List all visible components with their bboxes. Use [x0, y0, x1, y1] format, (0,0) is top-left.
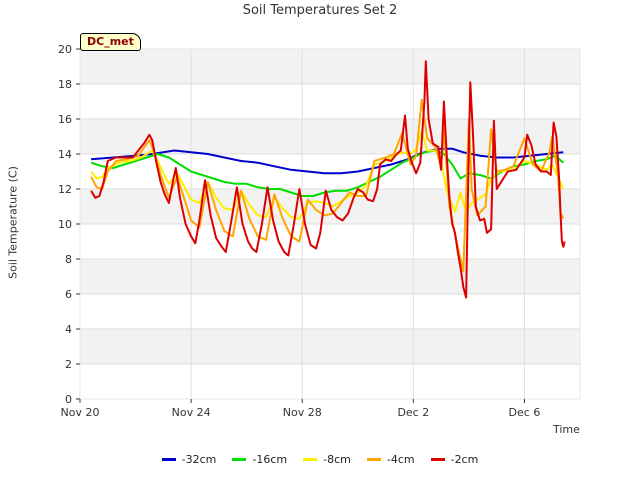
legend-label: -2cm	[450, 453, 479, 466]
grid-bands	[80, 48, 580, 400]
grid-band	[80, 49, 580, 84]
series-line-32cmcm	[91, 147, 564, 175]
legend-label: -8cm	[323, 453, 351, 466]
y-tick-label: 0	[65, 393, 72, 406]
legend-swatch	[161, 458, 176, 461]
series-line-8cmcm	[90, 130, 565, 220]
legend-swatch	[366, 458, 381, 461]
legend-swatch	[430, 458, 445, 461]
y-tick-label: 20	[58, 43, 72, 56]
legend-item: -16cm	[232, 453, 287, 466]
legend-label: -16cm	[252, 453, 288, 466]
legend-swatch	[232, 458, 247, 461]
legend-item: -2cm	[430, 453, 479, 466]
y-tick-label: 10	[58, 218, 72, 231]
x-axis-label: Time	[553, 423, 580, 436]
y-tick-label: 6	[65, 288, 72, 301]
chart-title: Soil Temperatures Set 2	[242, 3, 398, 18]
y-tick-label: 4	[65, 323, 72, 336]
grid-band	[80, 329, 580, 364]
legend-item: -4cm	[366, 453, 415, 466]
x-tick-label: Dec 2	[397, 406, 429, 419]
series-lines	[90, 60, 566, 299]
y-tick-label: 8	[65, 253, 72, 266]
y-tick-label: 2	[65, 358, 72, 371]
x-tick-label: Nov 20	[61, 406, 100, 419]
x-tick-label: Nov 28	[283, 406, 322, 419]
legend-item: -8cm	[303, 453, 351, 466]
site-label-badge: DC_met	[80, 33, 141, 51]
legend-swatch	[303, 458, 318, 461]
grid-band	[80, 119, 580, 154]
x-tick-label: Dec 6	[509, 406, 541, 419]
x-tick-label: Nov 24	[172, 406, 211, 419]
y-tick-label: 14	[58, 148, 72, 161]
axes: 0 2 4 6 8 10 12 14 16 18 20 Nov 20 Nov 24 Nov 28 Dec 2…	[58, 43, 581, 419]
y-tick-label: 12	[58, 183, 72, 196]
y-tick-label: 18	[58, 78, 72, 91]
legend-item: -32cm	[161, 453, 217, 466]
grid-band	[80, 259, 580, 294]
legend-label: -32cm	[181, 453, 217, 466]
y-tick-label: 16	[58, 113, 72, 126]
series-line-2cmcm	[90, 60, 566, 299]
legend-label: -4cm	[386, 453, 415, 466]
legend: -32cm -16cm -8cm -4cm -2cm	[0, 453, 640, 466]
